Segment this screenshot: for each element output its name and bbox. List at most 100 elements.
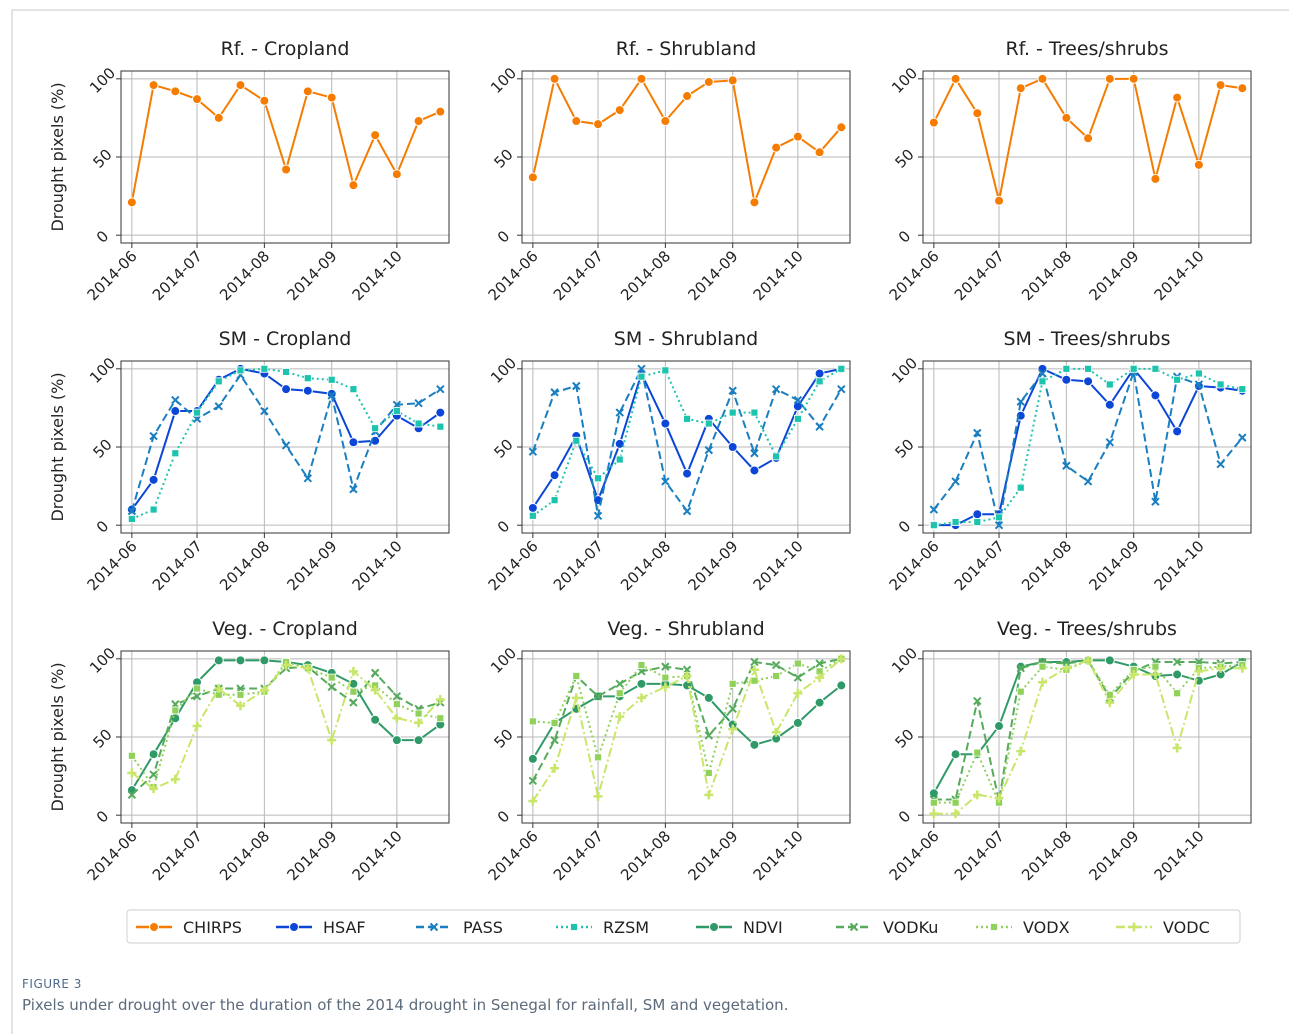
marker [413, 735, 424, 746]
plot-frame [922, 360, 1252, 534]
x-tick-label: 2014-10 [750, 537, 807, 594]
marker [1105, 438, 1115, 447]
marker [614, 438, 625, 449]
marker [1083, 655, 1093, 665]
x-tick-label: 2014-09 [283, 247, 340, 304]
marker [972, 509, 983, 520]
marker [749, 665, 759, 675]
series-line [131, 660, 441, 790]
marker [929, 505, 939, 514]
marker [682, 506, 692, 516]
marker [637, 372, 646, 381]
marker [928, 788, 939, 799]
marker [170, 774, 180, 784]
marker [793, 659, 802, 668]
marker [550, 719, 559, 727]
x-tick-label: 2014-08 [1018, 537, 1075, 594]
legend-marker [990, 923, 998, 931]
marker [528, 717, 537, 726]
marker [1129, 669, 1139, 679]
plot-frame [120, 360, 450, 534]
y-tick-label: 50 [892, 146, 918, 172]
marker [749, 465, 760, 476]
y-axis-label: Drought pixels (%) [48, 82, 67, 231]
marker [527, 502, 538, 513]
legend-label: VODKu [883, 918, 938, 937]
marker [370, 668, 380, 678]
y-tick-label: 50 [90, 436, 116, 462]
legend-marker [849, 922, 859, 932]
marker [1016, 663, 1025, 673]
y-tick-label: 0 [895, 517, 914, 536]
marker [793, 688, 803, 698]
marker [951, 477, 960, 486]
marker [326, 92, 337, 103]
marker [614, 105, 625, 116]
legend-label: PASS [463, 918, 503, 937]
marker [1016, 397, 1025, 406]
chart-title: Veg. - Trees/shrubs [997, 618, 1177, 640]
marker [1193, 159, 1204, 170]
marker [594, 753, 602, 762]
x-tick-label: 2014-09 [283, 537, 340, 594]
marker [214, 684, 224, 694]
marker [391, 735, 402, 746]
marker [414, 419, 423, 428]
marker [435, 694, 445, 704]
marker [327, 735, 337, 745]
x-tick-label: 2014-06 [886, 537, 943, 594]
marker [1238, 433, 1247, 442]
marker [1061, 374, 1072, 385]
marker [327, 375, 336, 384]
series-line [933, 371, 1244, 526]
marker [1105, 690, 1114, 699]
marker [572, 381, 581, 391]
marker [1105, 380, 1114, 389]
marker [126, 197, 137, 208]
marker [392, 700, 401, 709]
marker [836, 680, 847, 691]
y-axis-label: Drought pixels (%) [48, 372, 67, 521]
marker [192, 94, 203, 105]
marker [303, 663, 313, 673]
plot-frame [521, 360, 851, 534]
series-line [933, 659, 1243, 815]
marker [636, 73, 647, 84]
marker [814, 368, 825, 379]
marker [171, 699, 180, 709]
marker [213, 112, 224, 123]
marker [302, 86, 313, 97]
marker [127, 506, 137, 516]
marker [193, 408, 201, 417]
y-tick-label: 0 [494, 517, 513, 536]
marker [637, 364, 646, 374]
marker [750, 449, 759, 458]
marker [1238, 385, 1247, 394]
marker [703, 692, 714, 703]
marker [1173, 375, 1182, 384]
marker [149, 505, 158, 514]
marker [1061, 663, 1071, 673]
chart-title: Rf. - Cropland [221, 38, 350, 60]
x-tick-label: 2014-09 [684, 537, 741, 594]
marker [148, 80, 159, 91]
marker [572, 672, 581, 680]
marker [327, 682, 336, 692]
marker [660, 418, 671, 429]
marker [728, 386, 737, 395]
marker [1038, 369, 1047, 378]
y-tick-label: 100 [888, 354, 921, 387]
marker [527, 753, 538, 764]
x-tick-label: 2014-07 [550, 247, 607, 304]
legend-marker [149, 922, 159, 932]
marker [127, 751, 136, 760]
marker [1172, 657, 1182, 667]
marker [214, 402, 223, 411]
marker [528, 447, 538, 456]
marker [235, 701, 245, 711]
marker [660, 116, 671, 127]
marker [636, 693, 646, 703]
y-tick-label: 0 [93, 227, 112, 246]
marker [127, 790, 137, 800]
marker [1061, 112, 1072, 123]
